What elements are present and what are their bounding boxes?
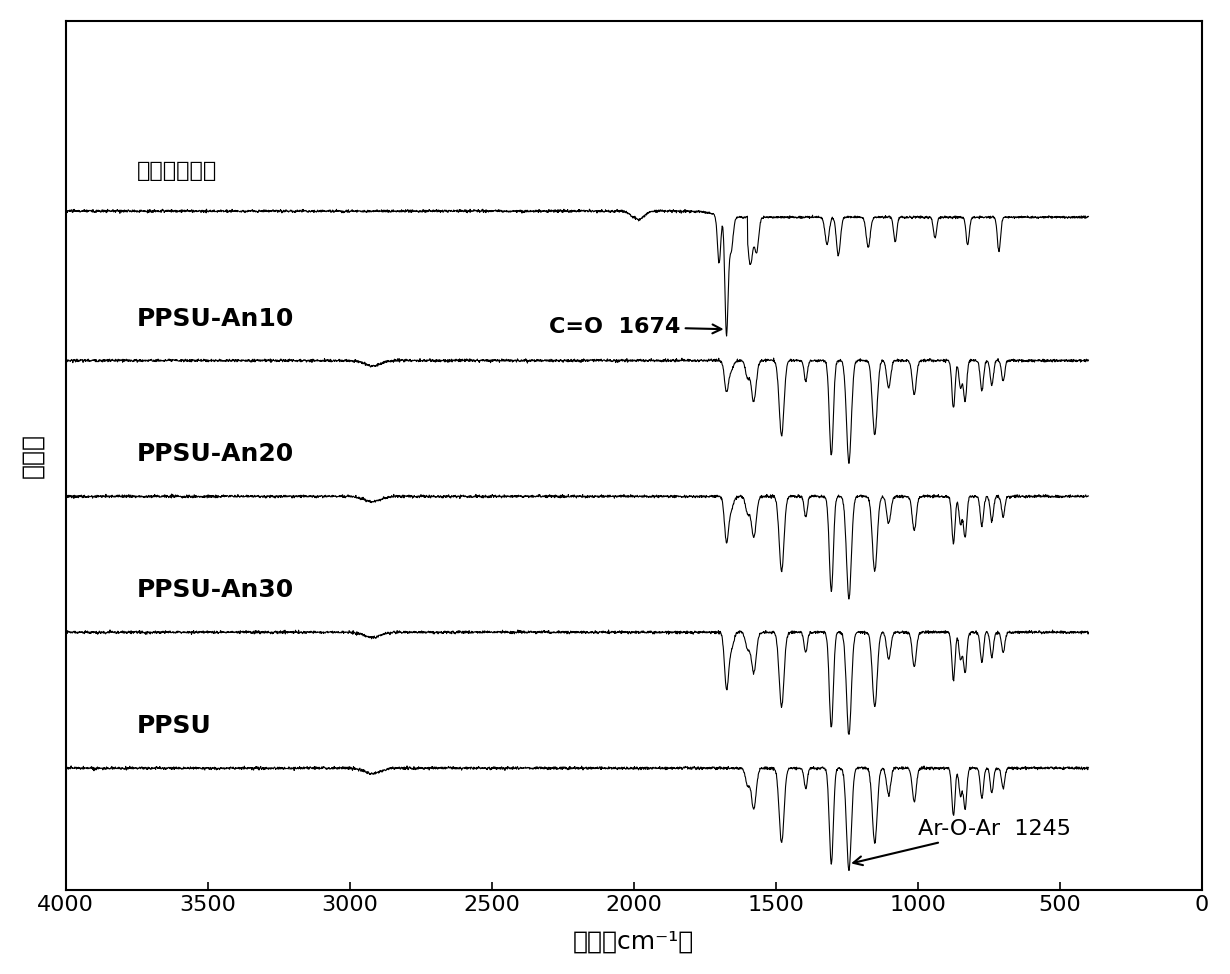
Text: Ar-O-Ar  1245: Ar-O-Ar 1245 xyxy=(854,819,1071,865)
Text: PPSU-An10: PPSU-An10 xyxy=(137,307,294,330)
Text: 二氯董醞单体: 二氯董醞单体 xyxy=(137,161,216,181)
Text: C=O  1674: C=O 1674 xyxy=(549,317,721,337)
Y-axis label: 透过率: 透过率 xyxy=(21,433,44,478)
X-axis label: 波数（cm⁻¹）: 波数（cm⁻¹） xyxy=(573,929,695,954)
Text: PPSU-An30: PPSU-An30 xyxy=(137,579,294,602)
Text: PPSU-An20: PPSU-An20 xyxy=(137,442,294,467)
Text: PPSU: PPSU xyxy=(137,714,212,738)
